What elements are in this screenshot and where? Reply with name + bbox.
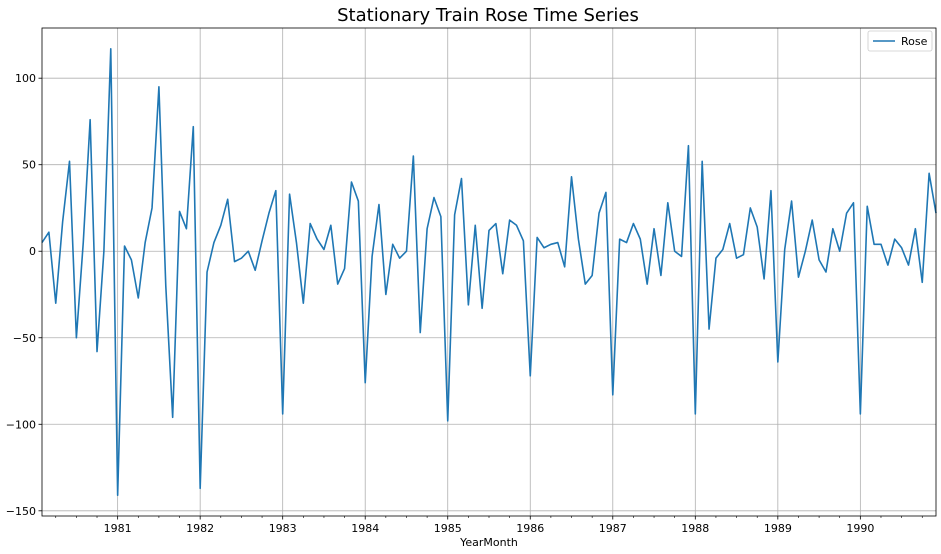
x-axis: 1981 1982 1983 1984 1985 1986 1987 1988 1989 1990 — [55, 516, 923, 535]
x-tick-label: 1990 — [846, 522, 874, 535]
y-tick-label: 50 — [22, 159, 36, 172]
x-tick-label: 1981 — [104, 522, 132, 535]
grid — [42, 28, 936, 516]
x-tick-label: 1984 — [351, 522, 379, 535]
x-tick-label: 1988 — [681, 522, 709, 535]
legend-box — [867, 30, 933, 52]
x-tick-label: 1989 — [764, 522, 792, 535]
series-layer — [41, 47, 937, 497]
y-tick-label: −50 — [13, 332, 36, 345]
x-tick-label: 1987 — [599, 522, 627, 535]
chart-title: Stationary Train Rose Time Series — [337, 5, 639, 26]
y-tick-label: −150 — [6, 505, 36, 518]
y-tick-label: −100 — [6, 418, 36, 431]
x-tick-label: 1986 — [516, 522, 544, 535]
series-line-rose — [41, 47, 937, 497]
x-tick-label: 1983 — [269, 522, 297, 535]
legend-label-rose: Rose — [901, 35, 928, 48]
x-tick-label: 1982 — [186, 522, 214, 535]
y-tick-label: 0 — [29, 245, 36, 258]
y-tick-label: 100 — [15, 72, 36, 85]
legend: Rose — [867, 30, 933, 52]
y-axis: 100 50 0 −50 −100 −150 — [6, 72, 42, 518]
x-axis-label: YearMonth — [459, 536, 518, 549]
x-tick-label: 1985 — [434, 522, 462, 535]
